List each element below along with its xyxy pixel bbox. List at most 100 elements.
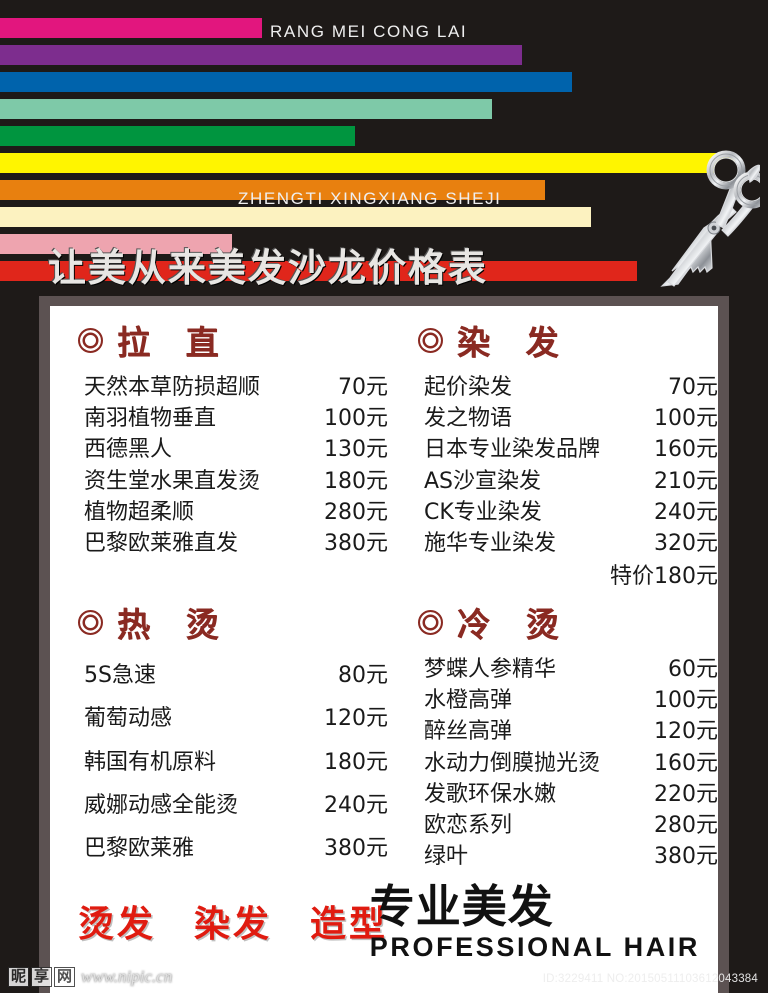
price-item-name: 梦蝶人参精华 <box>424 657 557 682</box>
price-item-value: 280元 <box>654 813 718 839</box>
page-title: 让美从来美发沙龙价格表 <box>48 246 489 290</box>
section-hot-perm: 热 烫 5S急速 80元葡萄动感 120元韩国有机原料 180元威娜动感全能烫 240元… <box>78 602 388 871</box>
price-item-name: 威娜动感全能烫 <box>84 792 239 818</box>
watermark-logo-char: 网 <box>54 967 76 987</box>
price-row: 威娜动感全能烫 240元 <box>78 784 388 827</box>
color-stripe <box>0 72 572 92</box>
circle-marker-icon <box>78 327 103 353</box>
circle-marker-icon <box>418 609 443 635</box>
price-item-value: 120元 <box>654 719 718 745</box>
watermark-logo-char: 享 <box>31 967 53 987</box>
section-straightening: 拉 直 天然本草防损超顺 70元 南羽植物垂直 100元 西德黑人 130元 资生堂水果直发… <box>78 320 388 559</box>
price-row: 韩国有机原料 180元 <box>78 741 388 784</box>
service-word: 烫发 <box>78 904 157 945</box>
price-row: 绿叶 380元 <box>418 841 718 872</box>
price-item-name: 水橙高弹 <box>424 688 513 714</box>
price-item-name: 韩国有机原料 <box>84 749 217 775</box>
price-item-value: 180元 <box>324 749 388 775</box>
price-panel-frame: 拉 直 天然本草防损超顺 70元 南羽植物垂直 100元 西德黑人 130元 资生堂水果直发… <box>39 296 729 993</box>
brand-name-en: PROFESSIONAL HAIR <box>369 932 700 963</box>
price-item-value: 120元 <box>324 706 388 732</box>
price-row: 巴黎欧莱雅直发 380元 <box>78 528 388 559</box>
color-stripe <box>0 261 637 281</box>
price-item-value: 60元 <box>668 657 718 682</box>
price-item-name: 资生堂水果直发烫 <box>84 468 261 494</box>
section-header: 拉 直 <box>78 320 388 362</box>
price-row: AS沙宣染发 210元 <box>418 466 718 497</box>
price-item-name: 巴黎欧莱雅直发 <box>84 531 239 557</box>
price-row: 5S急速 80元 <box>78 654 388 697</box>
brand-block: 专业美发 PROFESSIONAL HAIR <box>370 883 700 963</box>
price-list: 5S急速 80元 葡萄动感 120元 韩国有机原料 180元 威娜动感全能烫 240元 巴黎欧莱… <box>78 654 388 871</box>
color-stripe-banner: RANG MEI CONG LAI ZHENGTI XINGXIANG SHEJ… <box>0 0 768 281</box>
price-row: 水橙高弹 100元 <box>418 685 718 716</box>
service-word: 造型 <box>310 904 389 945</box>
watermark-logo-char: 昵 <box>8 967 30 987</box>
price-row: 天然本草防损超顺 70元 <box>78 372 388 403</box>
price-item-name: 施华专业染发 <box>424 531 557 557</box>
section-header: 冷 烫 <box>418 602 718 644</box>
circle-marker-icon <box>78 609 103 635</box>
price-item-value: 160元 <box>654 750 718 776</box>
color-stripe <box>0 18 262 38</box>
watermark-url: www.nipic.cn <box>81 967 173 986</box>
price-item-value: 70元 <box>338 375 388 400</box>
price-item-name: 欧恋系列 <box>424 813 513 839</box>
price-list: 梦蝶人参精华 60元 水橙高弹 100元 醉丝高弹 120元 水动力倒膜抛光烫 160元 发歌环… <box>418 654 718 873</box>
price-list: 起价染发 70元发之物语 100元日本专业染发品牌 160元 AS沙宣染发 210元 CK专… <box>418 372 718 559</box>
price-item-value: 160元 <box>654 437 718 463</box>
price-row: 南羽植物垂直 100元 <box>78 403 388 434</box>
price-item-value: 130元 <box>324 437 388 463</box>
price-item-value: 70元 <box>668 375 718 400</box>
price-row: 日本专业染发品牌 160元 <box>418 434 718 465</box>
section-header: 染 发 <box>418 320 718 362</box>
price-row: 发之物语 100元 <box>418 403 718 434</box>
color-stripe <box>0 207 591 227</box>
price-item-value: 80元 <box>338 663 388 688</box>
price-item-value: 240元 <box>324 792 388 818</box>
price-item-value: 380元 <box>654 844 718 870</box>
price-item-value: 380元 <box>324 531 388 557</box>
price-item-value: 220元 <box>654 781 718 807</box>
pinyin-bottom-label: ZHENGTI XINGXIANG SHEJI <box>238 189 502 208</box>
price-item-name: AS沙宣染发 <box>424 468 542 494</box>
price-row: 资生堂水果直发烫 180元 <box>78 466 388 497</box>
price-item-name: 5S急速 <box>84 663 156 688</box>
service-word: 染发 <box>194 904 273 945</box>
price-item-name: 起价染发 <box>424 375 513 400</box>
price-item-value: 380元 <box>324 836 388 862</box>
section-header: 热 烫 <box>78 602 388 644</box>
price-row: 醉丝高弹 120元 <box>418 716 718 747</box>
price-item-name: 南羽植物垂直 <box>84 406 217 432</box>
section-title: 冷 烫 <box>457 605 571 644</box>
price-row: 欧恋系列 280元 <box>418 810 718 841</box>
price-item-name: CK专业染发 <box>424 499 542 525</box>
watermark-id: ID:3229411 NO:20150511103612043384 <box>542 973 758 985</box>
price-item-name: 天然本草防损超顺 <box>84 375 261 400</box>
panel-footer: 烫发 染发 造型 专业美发 PROFESSIONAL HAIR <box>50 881 718 993</box>
price-item-name: 发之物语 <box>424 406 513 432</box>
price-item-name: 葡萄动感 <box>84 706 173 732</box>
price-item-name: 日本专业染发品牌 <box>424 437 601 463</box>
color-stripe <box>0 180 545 200</box>
price-row: 施华专业染发 320元 <box>418 528 718 559</box>
price-item-name: 水动力倒膜抛光烫 <box>424 750 601 776</box>
service-word-list: 烫发 染发 造型 <box>78 895 388 947</box>
price-row: CK专业染发 240元 <box>418 497 718 528</box>
section-title: 拉 直 <box>117 323 231 362</box>
brand-name-cn: 专业美发 <box>369 880 554 933</box>
circle-marker-icon <box>418 327 443 353</box>
pinyin-top-label: RANG MEI CONG LAI <box>270 22 468 41</box>
price-row: 葡萄动感 120元 <box>78 697 388 740</box>
section-cold-perm: 冷 烫 梦蝶人参精华 60元水橙高弹 100元 醉丝高弹 120元水动力倒膜抛光烫 160… <box>418 602 718 873</box>
price-item-value: 280元 <box>324 499 388 525</box>
color-stripe <box>0 45 522 65</box>
price-item-value: 180元 <box>324 468 388 494</box>
watermark: 昵享网 www.nipic.cn <box>8 967 172 987</box>
price-list: 天然本草防损超顺 70元 南羽植物垂直 100元 西德黑人 130元 资生堂水果直发烫 180… <box>78 372 388 559</box>
price-item-value: 210元 <box>654 468 718 494</box>
price-item-value: 100元 <box>324 406 388 432</box>
price-item-value: 320元 <box>654 531 718 557</box>
price-row: 水动力倒膜抛光烫 160元 <box>418 748 718 779</box>
